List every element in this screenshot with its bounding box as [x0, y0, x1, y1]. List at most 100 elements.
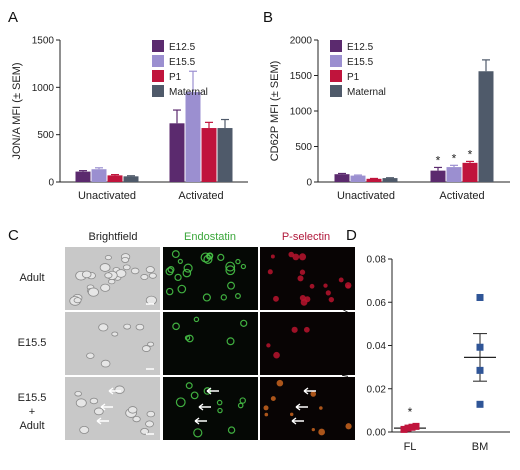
significance-star: * [436, 153, 441, 167]
y-tick-label: 500 [37, 130, 54, 141]
row-label-plus: + [29, 406, 35, 418]
legend-label: Maternal [347, 87, 386, 98]
panel-letter-b: B [263, 9, 273, 26]
arrow-icon [100, 403, 113, 411]
panel-letter-a: A [8, 9, 18, 26]
bar-maternal-unactivated [123, 176, 139, 182]
x-category-label: Unactivated [78, 190, 136, 202]
data-point-bm [476, 400, 484, 408]
arrow-icon [108, 387, 121, 395]
legend-label: P1 [347, 72, 360, 83]
microscopy-panel: Brightfield Endostatin P-selectin Adult … [18, 231, 355, 440]
bar-e15-5-activated [185, 92, 201, 182]
legend-swatch [152, 55, 164, 67]
data-point-fl [412, 422, 420, 430]
bar-e15-5-unactivated [350, 175, 366, 182]
x-category-label: BM [472, 441, 489, 453]
significance-star: * [468, 147, 473, 161]
y-tick-label: 0.06 [367, 298, 387, 309]
y-tick-label: 1500 [32, 36, 55, 47]
bar-p1-unactivated [107, 175, 123, 182]
bar-p1-unactivated [366, 178, 382, 182]
legend-swatch [330, 55, 342, 67]
legend-swatch [152, 85, 164, 97]
micrograph-r3-c2 [163, 377, 258, 440]
legend-label: E15.5 [169, 57, 196, 68]
y-tick-label: 0.08 [367, 255, 387, 266]
micrograph-r1-c1 [65, 247, 160, 310]
bar-e15-5-unactivated [91, 169, 107, 182]
legend-label: E12.5 [169, 42, 196, 53]
y-tick-label: 1000 [290, 107, 313, 118]
y-axis-title: JON/A MFI (± SEM) [11, 62, 23, 159]
bar-p1-activated [462, 162, 478, 182]
legend-label: E15.5 [347, 57, 374, 68]
significance-star: * [452, 151, 457, 165]
arrow-icon [303, 387, 316, 395]
legend-swatch [330, 70, 342, 82]
col-header-brightfield: Brightfield [89, 231, 138, 243]
x-category-label: Activated [178, 190, 223, 202]
arrow-icon [295, 403, 308, 411]
bar-e12-5-activated [169, 123, 185, 182]
chart-a: 0 500 1000 1500 JON/A MFI (± SEM) Unactivated… [11, 36, 248, 202]
panel-letter-d: D [346, 227, 357, 244]
y-tick-label: 500 [295, 142, 312, 153]
row-label-e15-combo: E15.5 [18, 392, 47, 404]
y-tick-label: 1500 [290, 71, 313, 82]
y-tick-label: 1000 [32, 83, 55, 94]
legend-swatch [330, 40, 342, 52]
arrow-icon [194, 417, 207, 425]
col-header-endostatin: Endostatin [184, 231, 236, 243]
data-point-bm [476, 293, 484, 301]
panel-letter-c: C [8, 227, 19, 244]
y-tick-label: 2000 [290, 36, 313, 47]
x-category-label: Activated [439, 190, 484, 202]
col-header-pselectin: P-selectin [282, 231, 330, 243]
chart-d: 0.000.020.040.060.08Selp expression rela… [339, 255, 510, 453]
y-tick-label: 0 [48, 178, 54, 189]
arrow-icon [291, 417, 304, 425]
y-tick-label: 0.02 [367, 384, 387, 395]
y-tick-label: 0.04 [367, 341, 387, 352]
y-tick-label: 0.00 [367, 428, 387, 439]
x-category-label: FL [404, 441, 417, 453]
micrograph-r3-c1 [65, 377, 160, 440]
micrograph-r3-c3 [260, 377, 355, 440]
arrow-icon [96, 417, 109, 425]
data-point-fl [400, 425, 408, 433]
significance-star: * [408, 405, 413, 419]
y-tick-label: 0 [306, 178, 312, 189]
micrograph-r2-c1 [65, 312, 160, 375]
data-point-bm [476, 366, 484, 374]
chart-b: 0 500 1000 1500 2000 CD62P MFI (± SEM) Unactiv… [269, 36, 510, 202]
bar-maternal-activated [478, 71, 494, 182]
legend-label: Maternal [169, 87, 208, 98]
legend-label: P1 [169, 72, 182, 83]
bar-maternal-activated [217, 128, 233, 182]
data-point-fl [408, 423, 416, 431]
micrograph-r1-c3 [260, 247, 355, 310]
bar-p1-activated [201, 128, 217, 182]
legend-label: E12.5 [347, 42, 374, 53]
bar-e12-5-activated [430, 170, 446, 182]
bar-maternal-unactivated [382, 178, 398, 182]
x-category-label: Unactivated [337, 190, 395, 202]
row-label-adult: Adult [19, 272, 44, 284]
row-label-e15: E15.5 [18, 337, 47, 349]
arrow-icon [198, 403, 211, 411]
data-point-bm [476, 343, 484, 351]
legend-swatch [152, 40, 164, 52]
bar-e12-5-unactivated [75, 171, 91, 182]
row-label-adult-combo: Adult [19, 420, 44, 432]
legend-swatch [330, 85, 342, 97]
legend-swatch [152, 70, 164, 82]
data-point-fl [404, 424, 412, 432]
arrow-icon [206, 387, 219, 395]
y-axis-title: CD62P MFI (± SEM) [269, 61, 281, 162]
bar-e15-5-activated [446, 167, 462, 182]
micrograph-r1-c2 [163, 247, 258, 310]
bar-e12-5-unactivated [334, 174, 350, 182]
micrograph-r2-c2 [163, 312, 258, 375]
